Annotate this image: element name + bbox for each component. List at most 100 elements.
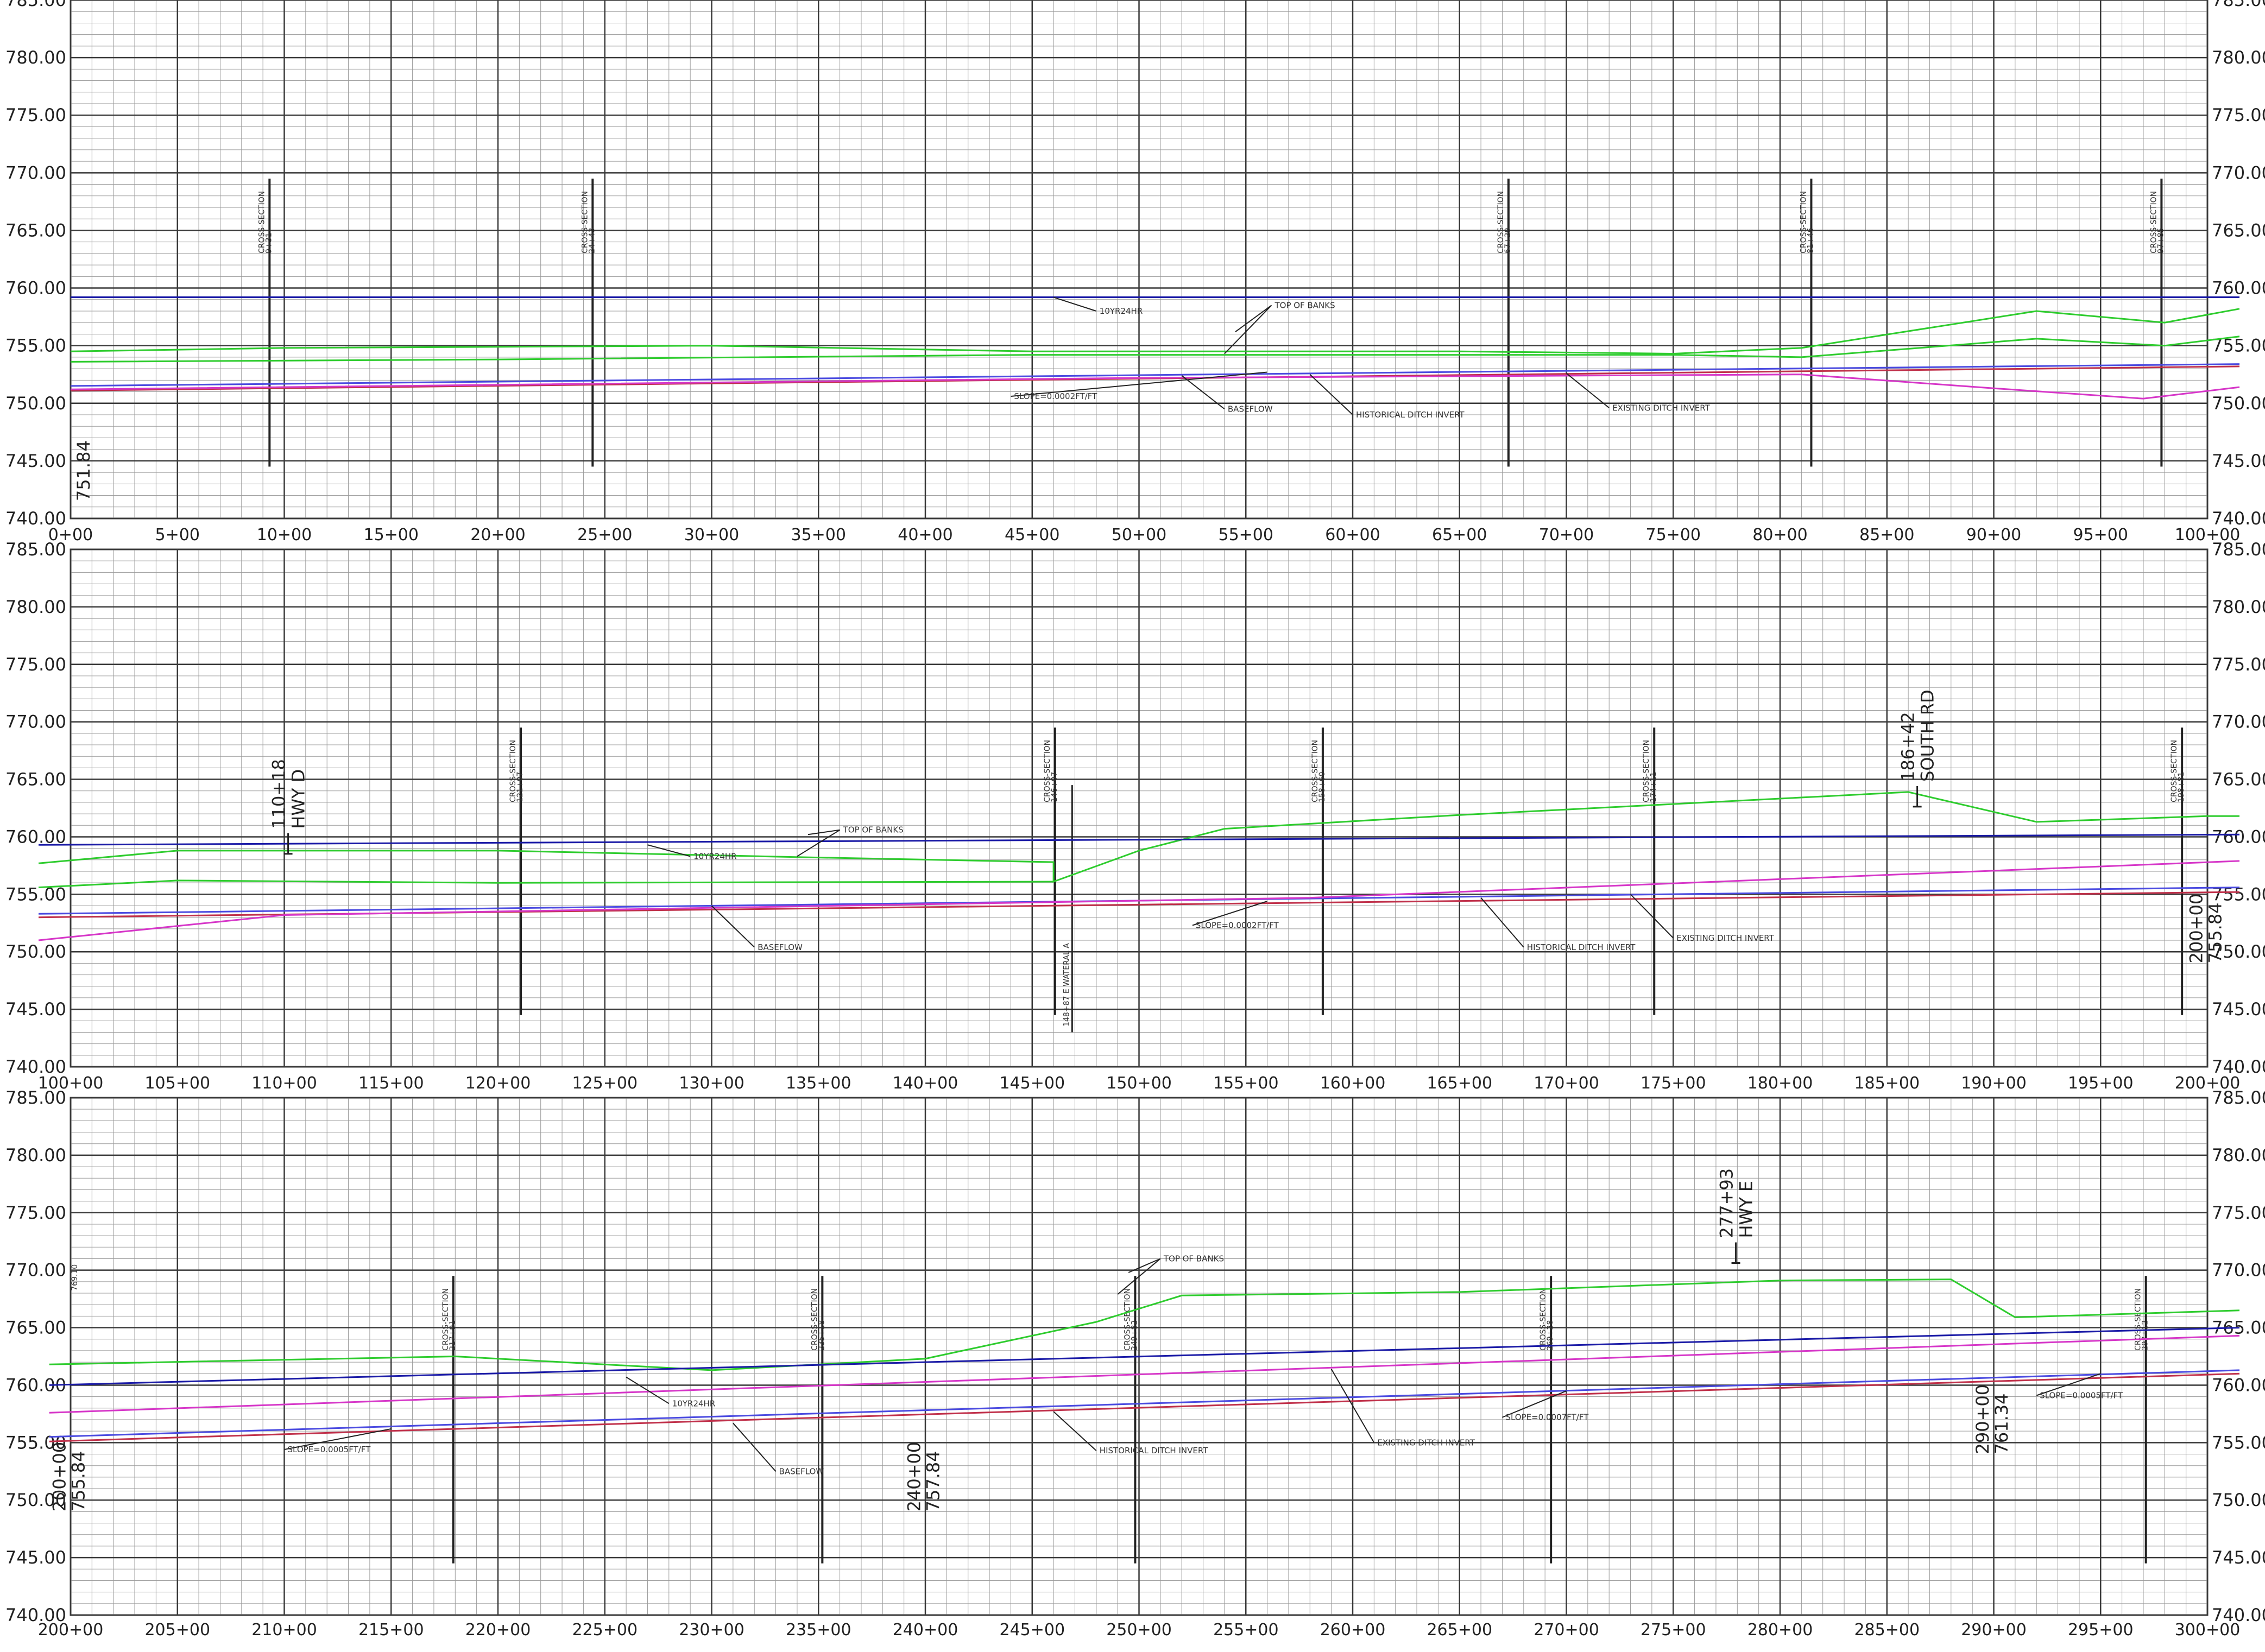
station-label: 140+00 [893, 1074, 958, 1093]
station-elevation-label: 200+00 [49, 1442, 70, 1512]
callout-label: BASEFLOW [758, 942, 803, 952]
elevation-label-left: 740.00 [5, 1056, 66, 1077]
station-label: 150+00 [1106, 1074, 1172, 1093]
callout-leader [1011, 371, 1267, 397]
elevation-label-right: 765.00 [2212, 220, 2265, 240]
profile-panel-1: 785.00 785.00 780.00 780.00 775.00 775.00 770.… [5, 0, 2265, 545]
station-label: 205+00 [144, 1621, 210, 1640]
station-label: 275+00 [1641, 1621, 1706, 1640]
elevation-label-left: 765.00 [5, 220, 66, 240]
station-label: 215+00 [358, 1621, 424, 1640]
series-existing-ditch-invert [49, 1334, 2240, 1414]
cross-section-label: CROSS-SECTION [1642, 740, 1651, 802]
profile-panel-2: 785.00 785.00 780.00 780.00 775.00 775.00 770.… [5, 539, 2265, 1093]
cross-section-station: 9+31 [264, 232, 273, 253]
elevation-label-right: 760.00 [2212, 278, 2265, 299]
station-label: 175+00 [1641, 1074, 1706, 1093]
station-label: 30+00 [684, 526, 739, 545]
callout-label: TOP OF BANKS [1274, 300, 1335, 310]
cross-section-station: 297+12 [2141, 1320, 2150, 1351]
elevation-label-right: 745.00 [2212, 451, 2265, 471]
elevation-label-left: 755.00 [5, 336, 66, 356]
station-label: 95+00 [2073, 526, 2128, 545]
cross-section-station: 81+46 [1806, 227, 1815, 253]
callout-label: BASEFLOW [1228, 404, 1273, 414]
elevation-label-left: 770.00 [5, 162, 66, 183]
cross-section-label: CROSS-SECTION [1799, 191, 1808, 254]
callout-leader [2036, 1373, 2101, 1396]
station-label: 235+00 [786, 1621, 851, 1640]
cross-section-label: CROSS-SECTION [1311, 740, 1320, 802]
callout-label: TOP OF BANKS [843, 825, 904, 835]
callout-leader [1053, 296, 1097, 312]
elevation-label-left: 775.00 [5, 105, 66, 125]
station-label: 100+00 [2175, 526, 2241, 545]
major-grid [70, 1097, 2209, 1616]
elevation-label-left: 785.00 [5, 1087, 66, 1108]
elevation-label-left: 745.00 [5, 999, 66, 1020]
station-elevation-label: 757.84 [923, 1451, 944, 1511]
cross-section-label: CROSS-SECTION [509, 740, 518, 802]
elevation-label-right: 740.00 [2212, 1056, 2265, 1077]
callout-leader [626, 1376, 670, 1404]
callout-label: 10YR24HR [1100, 306, 1143, 316]
series-existing-ditch-invert [70, 374, 2240, 400]
elevation-label-left: 745.00 [5, 451, 66, 471]
cross-section-station: 158+60 [1318, 772, 1327, 802]
elevation-label-right: 760.00 [2212, 1375, 2265, 1395]
station-label: 260+00 [1320, 1621, 1386, 1640]
callout-leader [807, 829, 840, 836]
callout-leader [1192, 901, 1267, 926]
station-elevation-label: 290+00 [1972, 1384, 1993, 1454]
elevation-label-left: 770.00 [5, 712, 66, 732]
elevation-label-right: 745.00 [2212, 1547, 2265, 1568]
callout-label: BASEFLOW [779, 1466, 824, 1476]
station-label: 210+00 [251, 1621, 317, 1640]
cross-section-station: 269+28 [1546, 1320, 1555, 1351]
station-label: 135+00 [786, 1074, 851, 1093]
station-label: 50+00 [1112, 526, 1166, 545]
station-label: 25+00 [577, 526, 632, 545]
lateral-label: 148+87 E WATERAL A [1062, 943, 1071, 1027]
road-station-label: 277+93 [1717, 1168, 1737, 1238]
station-label: 285+00 [1854, 1621, 1920, 1640]
elevation-label-right: 760.00 [2212, 826, 2265, 847]
cross-section-label: CROSS-SECTION [1043, 740, 1052, 802]
elevation-label-right: 750.00 [2212, 941, 2265, 962]
cross-section-label: CROSS-SECTION [581, 191, 589, 254]
station-label: 165+00 [1427, 1074, 1492, 1093]
station-label: 20+00 [470, 526, 525, 545]
callout-label: SLOPE=0.0005FT/FT [288, 1445, 371, 1454]
elevation-label-right: 770.00 [2212, 712, 2265, 732]
cross-section-label: CROSS-SECTION [1539, 1288, 1548, 1351]
elevation-label-right: 770.00 [2212, 1260, 2265, 1281]
callout-label: HISTORICAL DITCH INVERT [1527, 942, 1636, 952]
station-label: 115+00 [358, 1074, 424, 1093]
major-grid [70, 0, 2209, 520]
callout-leader [1224, 305, 1272, 355]
station-label: 70+00 [1539, 526, 1594, 545]
elevation-label-left: 760.00 [5, 278, 66, 299]
station-label: 130+00 [679, 1074, 745, 1093]
cross-section-label: CROSS-SECTION [2149, 191, 2158, 254]
elevation-label-left: 770.00 [5, 1260, 66, 1281]
cross-section-station: 121+07 [516, 772, 525, 802]
callout-label: HISTORICAL DITCH INVERT [1356, 410, 1465, 420]
elevation-label-right: 775.00 [2212, 1202, 2265, 1223]
profile-panel-3: 785.00 785.00 780.00 780.00 775.00 775.00 770.… [5, 1087, 2265, 1640]
elevation-label-left: 760.00 [5, 826, 66, 847]
callout-leader [284, 1428, 392, 1451]
series-historical-ditch-invert [49, 1372, 2240, 1442]
station-label: 255+00 [1213, 1621, 1279, 1640]
callout-leader [733, 1422, 777, 1472]
station-label: 230+00 [679, 1621, 745, 1640]
cross-section-station: 67+29 [1504, 228, 1512, 254]
elevation-label-left: 765.00 [5, 1318, 66, 1338]
cross-section-station: 97+85 [2156, 228, 2165, 254]
elevation-label-left: 780.00 [5, 597, 66, 617]
elevation-label-right: 785.00 [2212, 1087, 2265, 1108]
callout-label: TOP OF BANKS [1163, 1254, 1224, 1263]
elevation-label-right: 770.00 [2212, 162, 2265, 183]
station-label: 160+00 [1320, 1074, 1386, 1093]
